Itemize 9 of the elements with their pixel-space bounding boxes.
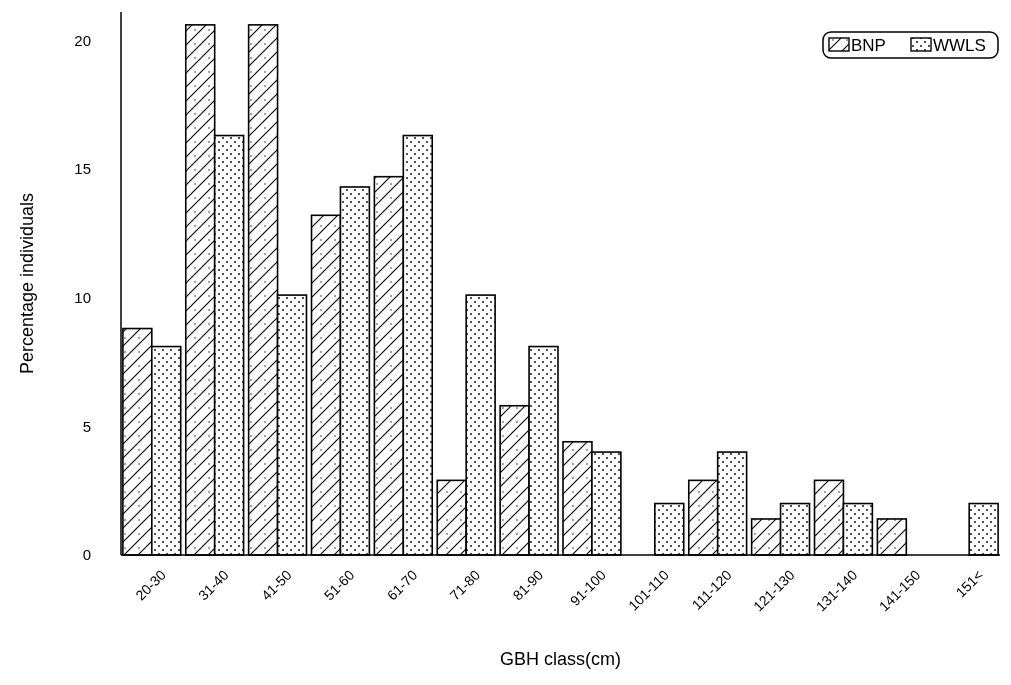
y-tick-label: 15	[74, 160, 91, 178]
x-axis-title: GBH class(cm)	[500, 649, 621, 669]
y-tick-label: 10	[74, 288, 91, 306]
legend-label: WWLS	[933, 35, 986, 55]
y-tick-label: 20	[74, 31, 91, 49]
y-tick-label: 5	[82, 417, 91, 435]
y-axis-title: Percentage individuals	[17, 192, 37, 375]
legend-label: BNP	[851, 35, 886, 55]
y-tick-label: 0	[82, 546, 91, 564]
